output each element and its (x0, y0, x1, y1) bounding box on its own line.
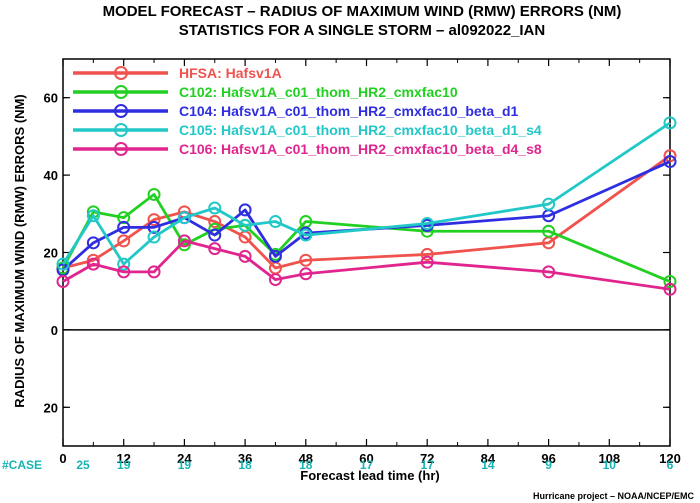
case-count: 6 (667, 458, 674, 472)
data-point (268, 215, 282, 229)
series-4 (56, 234, 677, 296)
case-count: 19 (178, 458, 192, 472)
case-count: 18 (238, 458, 252, 472)
legend-label: C102: Hafsv1A_c01_thom_HR2_cmxfac10 (179, 84, 458, 100)
data-point (238, 203, 252, 217)
data-point (117, 211, 131, 225)
case-count: 9 (545, 458, 552, 472)
x-tick-label: 60 (359, 451, 373, 466)
data-point (147, 230, 161, 244)
case-count: 17 (360, 458, 374, 472)
data-point (177, 234, 191, 248)
legend-marker (114, 104, 128, 118)
data-point (238, 249, 252, 263)
x-tick-label: 12 (116, 451, 130, 466)
data-point (420, 255, 434, 269)
data-point (663, 155, 677, 169)
data-point (117, 234, 131, 248)
y-axis-label: RADIUS OF MAXIMUM WIND (RMW) ERRORS (NM) (12, 94, 27, 407)
data-point (147, 187, 161, 201)
data-point (86, 209, 100, 223)
data-point (420, 247, 434, 261)
data-point (420, 216, 434, 230)
case-row-label: #CASE (2, 458, 42, 472)
data-point (86, 236, 100, 250)
data-point (86, 253, 100, 267)
series-0 (56, 149, 677, 275)
case-count: 14 (481, 458, 495, 472)
data-point (56, 257, 70, 271)
data-point (208, 215, 222, 229)
data-point (208, 228, 222, 242)
x-tick-label: 36 (238, 451, 252, 466)
x-tick-label: 48 (299, 451, 313, 466)
data-point (663, 149, 677, 163)
x-tick-label: 120 (659, 451, 681, 466)
series-line (62, 154, 671, 270)
x-tick-label: 72 (420, 451, 434, 466)
data-point (208, 201, 222, 215)
data-point (299, 267, 313, 281)
data-point (238, 218, 252, 232)
data-point (208, 242, 222, 256)
x-tick-label: 108 (598, 451, 620, 466)
x-tick-label: 84 (481, 451, 496, 466)
data-point (177, 211, 191, 225)
data-point (542, 265, 556, 279)
chart-title: MODEL FORECAST – RADIUS OF MAXIMUM WIND … (103, 3, 622, 20)
data-point (147, 213, 161, 227)
data-point (542, 224, 556, 238)
data-point (117, 257, 131, 271)
data-point (86, 257, 100, 271)
data-point (56, 275, 70, 289)
legend-label: HFSA: Hafsv1A (179, 65, 282, 81)
data-point (117, 265, 131, 279)
case-count: 17 (421, 458, 435, 472)
case-count: 18 (299, 458, 313, 472)
legend-marker (114, 142, 128, 156)
x-tick-label: 96 (541, 451, 555, 466)
data-point (117, 220, 131, 234)
x-axis-label: Forecast lead time (hr) (300, 468, 439, 483)
series-line (61, 121, 671, 266)
y-tick-label: 20 (44, 400, 58, 415)
legend-marker (114, 123, 128, 137)
data-point (542, 197, 556, 211)
x-tick-label: 24 (177, 451, 192, 466)
y-tick-label: 60 (44, 91, 58, 106)
series-line (62, 239, 671, 291)
legend-label: C105: Hafsv1A_c01_thom_HR2_cmxfac10_beta… (179, 122, 542, 138)
case-count: 10 (603, 458, 617, 472)
data-point (147, 265, 161, 279)
credit-text: Hurricane project – NOAA/NCEP/EMC (533, 491, 695, 501)
data-point (663, 116, 677, 130)
x-tick-label: 0 (59, 451, 66, 466)
series-line (62, 160, 671, 271)
chart-subtitle: STATISTICS FOR A SINGLE STORM – al092022… (179, 22, 545, 39)
legend-label: C106: Hafsv1A_c01_thom_HR2_cmxfac10_beta… (179, 141, 542, 157)
legend-label: C104: Hafsv1A_c01_thom_HR2_cmxfac10_beta… (179, 103, 519, 119)
legend-marker (114, 85, 128, 99)
data-point (299, 253, 313, 267)
data-point (268, 249, 282, 263)
y-tick-label: 20 (44, 246, 58, 261)
y-tick-label: 0 (51, 323, 58, 338)
case-count: 25 (76, 458, 90, 472)
data-point (299, 228, 313, 242)
y-tick-label: 40 (44, 168, 58, 183)
data-point (147, 220, 161, 234)
data-point (663, 282, 677, 296)
case-count: 19 (117, 458, 131, 472)
series-3 (56, 116, 677, 271)
legend-marker (114, 66, 128, 80)
data-point (268, 273, 282, 287)
data-point (663, 275, 677, 289)
